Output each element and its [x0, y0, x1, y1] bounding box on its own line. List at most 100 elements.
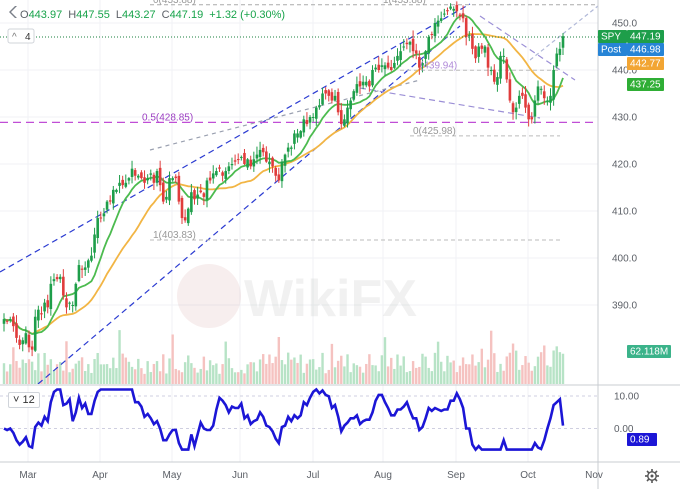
chevron-down-icon[interactable]: ˅	[13, 394, 20, 406]
candle	[358, 73, 362, 95]
time-tick-label: Nov	[585, 470, 603, 481]
volume-bar	[299, 354, 302, 384]
volume-bar	[115, 368, 118, 384]
volume-bar	[449, 362, 452, 384]
candle	[252, 151, 256, 172]
candle	[118, 174, 121, 194]
candle	[158, 160, 162, 192]
collapse-arrow-icon: ^	[12, 32, 17, 43]
volume-bar	[346, 354, 349, 384]
volume-bar	[15, 361, 18, 384]
candle	[546, 96, 549, 106]
volume-bar	[124, 357, 127, 384]
candle	[180, 195, 184, 224]
volume-bar	[302, 372, 305, 384]
rsi-indicator-label[interactable]: ˅ 12	[8, 392, 40, 408]
candle	[199, 184, 203, 194]
candle	[121, 175, 124, 189]
candle	[405, 38, 409, 50]
volume-bar	[505, 356, 508, 384]
candle	[215, 167, 218, 177]
high-value: 447.55	[76, 9, 110, 21]
time-tick-label: May	[163, 470, 182, 481]
channel-lower-line	[37, 25, 461, 384]
candle	[246, 158, 249, 170]
volume-bar	[255, 371, 259, 384]
candle	[21, 337, 25, 352]
volume-bar	[162, 354, 165, 384]
ma-slow-tag-text: 442.77	[630, 59, 661, 70]
volume-bar	[430, 371, 434, 384]
settings-icon[interactable]	[645, 469, 659, 483]
candle	[408, 40, 412, 53]
volume-tag: 62.118M	[627, 345, 671, 358]
candle	[552, 65, 555, 106]
candle	[352, 89, 356, 102]
volume-bar	[377, 371, 380, 384]
candle	[24, 326, 28, 345]
volume-bar	[21, 359, 24, 384]
candle	[321, 87, 324, 106]
volume-bar	[208, 360, 212, 384]
candle	[286, 142, 290, 158]
volume-bar	[59, 361, 62, 384]
volume-bar	[258, 359, 262, 384]
candle	[514, 102, 518, 120]
volume-bar	[190, 363, 193, 384]
volume-bar	[83, 371, 87, 384]
time-tick-label: Apr	[92, 470, 108, 481]
volume-bar	[539, 352, 543, 384]
candle	[283, 153, 287, 173]
volume-bar	[108, 368, 112, 384]
volume-bar	[315, 369, 318, 384]
candle	[233, 154, 237, 166]
volume-bar	[343, 366, 346, 384]
candle	[224, 167, 228, 184]
volume-bar	[358, 366, 362, 384]
volume-bar	[99, 364, 103, 384]
volume-bar	[146, 361, 149, 384]
candle	[389, 59, 393, 72]
candle	[524, 86, 527, 113]
candle	[174, 174, 178, 183]
symbol-tag: SPY	[598, 30, 627, 43]
volume-bar	[212, 365, 215, 384]
volume-bar	[380, 355, 384, 384]
candle	[430, 31, 434, 40]
rsi-axis: 10.00 0.00	[614, 392, 639, 436]
time-tick-label: Aug	[374, 470, 392, 481]
candle	[361, 75, 365, 90]
low-label: L	[115, 9, 122, 21]
candle	[277, 167, 281, 183]
volume-bar	[80, 357, 84, 384]
price-axis: 390.0 400.0 410.0 420.0 430.0 440.0 450.0	[612, 19, 637, 312]
projection-line	[529, 5, 598, 61]
collapse-icon[interactable]	[9, 6, 17, 18]
volume-bar	[489, 330, 493, 384]
volume-bar	[393, 368, 396, 384]
volume-bar	[252, 362, 256, 384]
fib-label: (439.94)	[420, 60, 457, 71]
collapse-count-box[interactable]: ^ 4	[7, 28, 35, 44]
volume-bar	[30, 361, 34, 384]
last-price-tag: 447.19	[627, 30, 664, 43]
ma-slow-line	[3, 32, 564, 335]
rsi-tick-label: 10.00	[614, 392, 639, 403]
low-value: 443.27	[121, 9, 156, 21]
volume-bar	[218, 373, 221, 384]
volume-bar	[514, 350, 518, 384]
candle	[258, 141, 262, 164]
candle	[43, 298, 46, 319]
rsi-tick-label: 0.00	[614, 424, 634, 435]
candle	[377, 56, 381, 73]
volume-bar	[386, 366, 390, 384]
price-tick-label: 450.0	[612, 19, 637, 30]
volume-bar	[411, 361, 415, 384]
wedge-upper-line	[479, 15, 576, 81]
volume-bar	[471, 354, 474, 384]
candle	[183, 209, 187, 223]
volume-bar	[12, 347, 15, 384]
candle	[205, 177, 209, 208]
candle	[127, 177, 131, 185]
time-tick-label: Jul	[307, 470, 320, 481]
